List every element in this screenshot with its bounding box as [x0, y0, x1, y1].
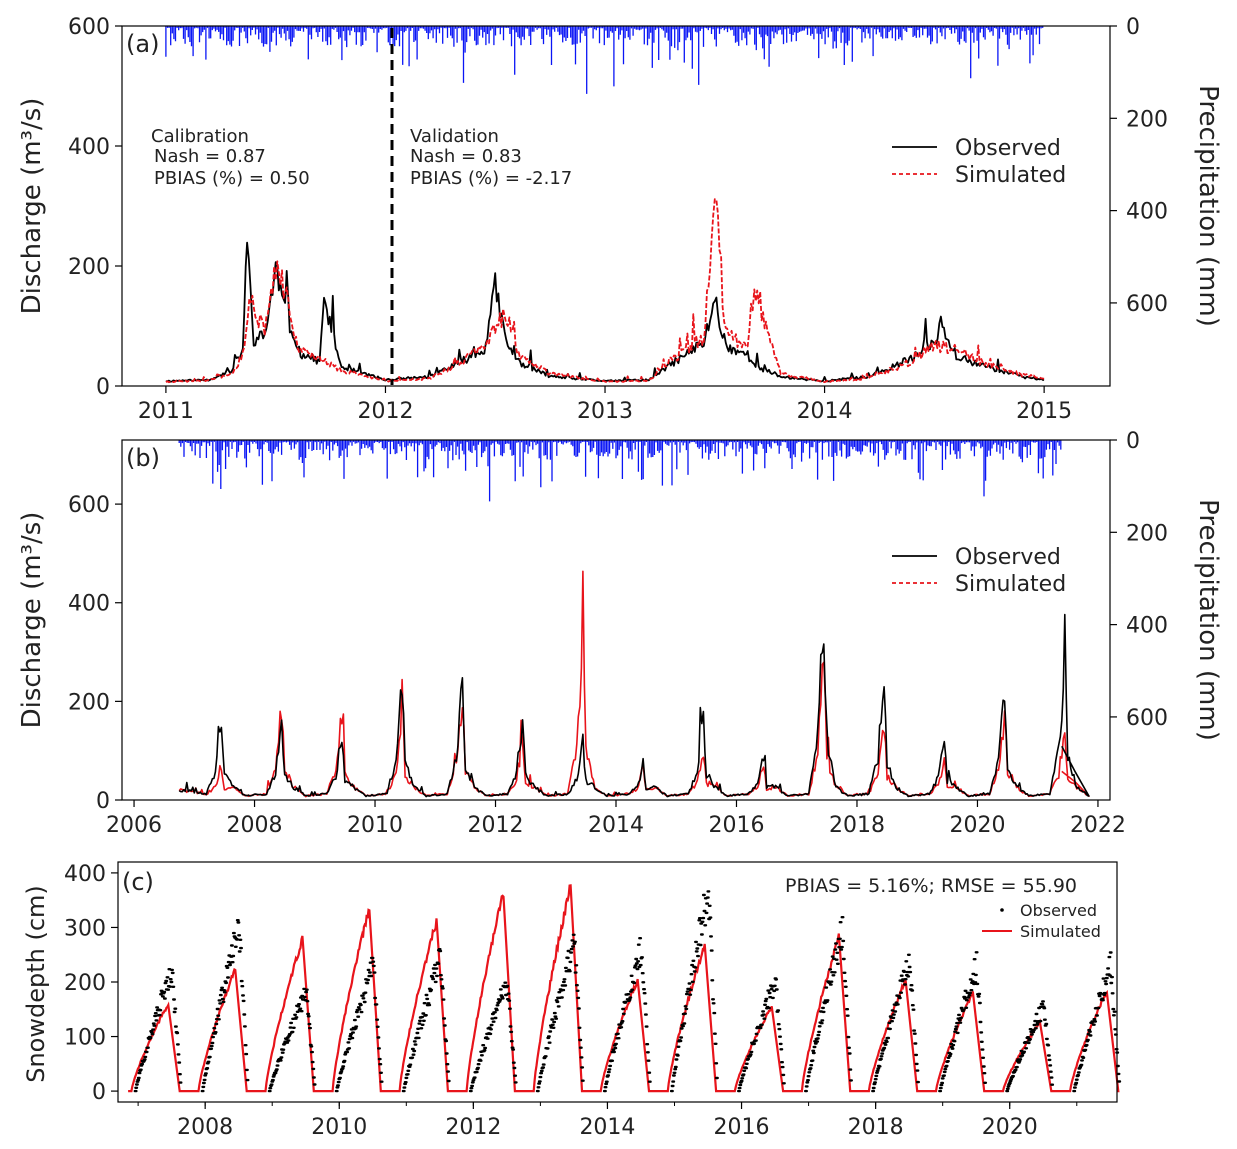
y-right-tick-label: 400	[1126, 200, 1168, 225]
x-tick-label: 2008	[177, 1115, 233, 1140]
legend-simulated-label: Simulated	[955, 572, 1066, 597]
panel-b: 2006 2008 2010 2012 2014 2016 2018 2020 2022 0 200…	[17, 429, 1223, 838]
x-tick-label: 2016	[714, 1115, 770, 1140]
legend-observed-label: Observed	[955, 136, 1061, 161]
panel-a-lines	[165, 198, 1045, 384]
y-right-tick-label: 0	[1126, 15, 1140, 40]
validation-pbias: PBIAS (%) = -2.17	[410, 168, 572, 189]
panel-b-lines	[178, 570, 1090, 798]
validation-nash: Nash = 0.83	[410, 146, 522, 167]
y-tick-label: 0	[96, 789, 110, 814]
y-tick-label: 600	[68, 15, 110, 40]
panel-c-series	[128, 884, 1122, 1093]
legend-observed-label: Observed	[1020, 901, 1097, 920]
legend-simulated-label: Simulated	[955, 163, 1066, 188]
panel-a-ticks: 2011 2012 2013 2014 2015 0 200 400 600 0 200 400 600	[68, 15, 1168, 424]
x-tick-label: 2022	[1070, 813, 1126, 838]
panel-c-frame	[117, 861, 1118, 1103]
panel-c-ticks: 2008 2010 2012 2014 2016 2018 2020 0 100 200 300 40…	[64, 862, 1078, 1140]
calibration-nash: Nash = 0.87	[154, 146, 266, 167]
x-tick-label: 2014	[588, 813, 644, 838]
panel-c-legend: Observed Simulated	[982, 901, 1101, 941]
panel-b-label: (b)	[126, 444, 160, 472]
y-right-tick-label: 600	[1126, 292, 1168, 317]
precipitation-bars	[165, 26, 1044, 94]
panel-b-legend: Observed Simulated	[892, 545, 1066, 597]
y-tick-label: 200	[68, 255, 110, 280]
x-tick-label: 2010	[347, 813, 403, 838]
x-tick-label: 2006	[106, 813, 162, 838]
panel-b-ylabel-right: Precipitation (mm)	[1193, 499, 1223, 741]
panel-b-ylabel-left: Discharge (m³/s)	[17, 512, 47, 729]
series-line-simulated	[178, 570, 1090, 798]
panel-b-precipitation-bars	[178, 440, 1062, 502]
y-right-tick-label: 400	[1126, 614, 1168, 639]
legend-simulated-label: Simulated	[1020, 922, 1101, 941]
x-tick-label: 2012	[357, 399, 413, 424]
y-right-tick-label: 600	[1126, 706, 1168, 731]
validation-label: Validation	[410, 126, 499, 147]
x-tick-label: 2016	[708, 813, 764, 838]
precipitation-bars	[178, 440, 1062, 502]
y-tick-label: 200	[64, 971, 106, 996]
panel-a-precipitation-bars	[165, 26, 1044, 94]
panel-c-ylabel: Snowdepth (cm)	[22, 885, 50, 1083]
x-tick-label: 2013	[577, 399, 633, 424]
x-tick-label: 2008	[227, 813, 283, 838]
calibration-pbias: PBIAS (%) = 0.50	[154, 168, 310, 189]
y-tick-label: 400	[64, 862, 106, 887]
panel-c-metrics: PBIAS = 5.16%; RMSE = 55.90	[785, 875, 1077, 897]
panel-a-legend: Observed Simulated	[892, 136, 1066, 188]
y-right-tick-label: 0	[1126, 429, 1140, 454]
y-tick-label: 0	[96, 375, 110, 400]
y-tick-label: 400	[68, 592, 110, 617]
series-line-simulated	[128, 884, 1120, 1093]
y-tick-label: 200	[68, 690, 110, 715]
x-tick-label: 2015	[1016, 399, 1072, 424]
y-tick-label: 0	[92, 1080, 106, 1105]
series-line-observed	[178, 613, 1090, 798]
x-tick-label: 2012	[468, 813, 524, 838]
legend-observed-label: Observed	[955, 545, 1061, 570]
y-tick-label: 300	[64, 916, 106, 941]
series-points-observed	[133, 890, 1122, 1093]
panel-a-frame	[121, 25, 1111, 387]
y-right-tick-label: 200	[1126, 107, 1168, 132]
panel-a-ylabel-left: Discharge (m³/s)	[17, 98, 47, 315]
x-tick-label: 2010	[311, 1115, 367, 1140]
panel-a-label: (a)	[126, 30, 159, 58]
x-tick-label: 2014	[579, 1115, 635, 1140]
y-tick-label: 400	[68, 135, 110, 160]
series-line-observed	[165, 241, 1045, 383]
x-tick-label: 2018	[829, 813, 885, 838]
panel-c: 2008 2010 2012 2014 2016 2018 2020 0 100 200 300 40…	[22, 861, 1122, 1140]
legend-observed-marker	[1000, 908, 1004, 912]
panel-b-ticks: 2006 2008 2010 2012 2014 2016 2018 2020 2022 0 200…	[68, 429, 1168, 838]
calibration-label: Calibration	[151, 126, 249, 147]
y-right-tick-label: 200	[1126, 521, 1168, 546]
y-tick-label: 600	[68, 493, 110, 518]
panel-b-frame	[121, 439, 1111, 801]
x-tick-label: 2020	[949, 813, 1005, 838]
x-tick-label: 2014	[797, 399, 853, 424]
x-tick-label: 2011	[138, 399, 194, 424]
y-tick-label: 100	[64, 1026, 106, 1051]
x-tick-label: 2012	[445, 1115, 501, 1140]
panel-a-ylabel-right: Precipitation (mm)	[1193, 85, 1223, 327]
panel-c-label: (c)	[122, 868, 154, 896]
x-tick-label: 2020	[982, 1115, 1038, 1140]
series-line-simulated	[165, 198, 1045, 384]
x-tick-label: 2018	[848, 1115, 904, 1140]
panel-a: 2011 2012 2013 2014 2015 0 200 400 600 0 200 400 600…	[17, 15, 1223, 424]
